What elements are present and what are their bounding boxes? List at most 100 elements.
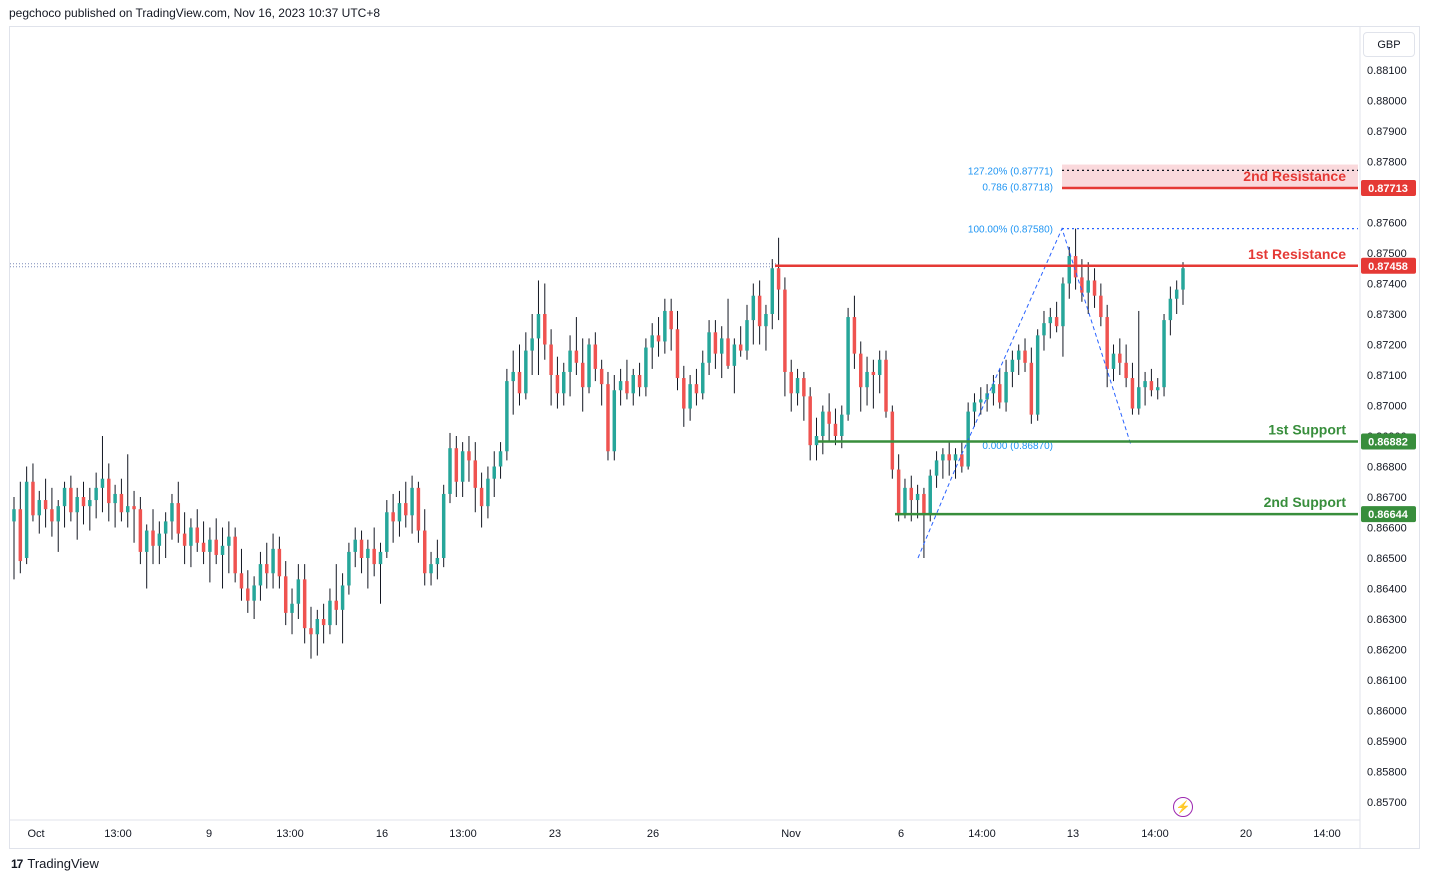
candle — [397, 503, 402, 522]
candle — [422, 530, 427, 574]
candle — [416, 487, 421, 531]
candle — [669, 310, 673, 330]
candle — [1035, 335, 1040, 415]
candle — [827, 411, 831, 424]
y-tick-label: 0.87400 — [1367, 279, 1407, 291]
candle — [227, 536, 231, 546]
candle — [1118, 353, 1122, 363]
candle — [637, 375, 642, 388]
candle — [233, 536, 237, 574]
candle — [757, 295, 762, 327]
y-tick-label: 0.86000 — [1367, 706, 1407, 718]
candle — [24, 481, 29, 558]
lightning-icon[interactable]: ⚡ — [1173, 797, 1193, 817]
candle — [821, 411, 825, 436]
candle — [1130, 378, 1135, 409]
price-tag — [1361, 257, 1416, 274]
candle — [543, 314, 547, 345]
price-tag — [1361, 506, 1416, 523]
candle — [1111, 353, 1116, 369]
candle — [429, 564, 433, 574]
candle — [328, 600, 332, 626]
candle — [246, 588, 250, 601]
fib-label: 0.786 (0.87718) — [982, 183, 1053, 194]
candle — [795, 378, 800, 394]
candle — [732, 344, 737, 366]
candle — [865, 371, 869, 388]
candle — [650, 335, 654, 348]
candle — [1086, 280, 1090, 293]
candle — [296, 579, 301, 604]
candle — [1016, 350, 1021, 360]
candle — [163, 521, 168, 534]
level-name-label: 1st Resistance — [1248, 246, 1346, 262]
candle — [877, 359, 882, 375]
price-tag — [1361, 433, 1416, 450]
candle — [675, 329, 680, 379]
candle — [454, 448, 459, 482]
candle — [1124, 362, 1128, 379]
candle — [991, 384, 996, 394]
candle — [751, 295, 756, 321]
currency-button[interactable]: GBP — [1363, 32, 1415, 57]
candle — [321, 619, 326, 626]
candle — [1048, 317, 1053, 324]
candle — [789, 371, 793, 394]
candle — [176, 503, 181, 534]
candle — [340, 585, 345, 610]
brand-name: TradingView — [27, 856, 99, 871]
candle — [934, 460, 939, 476]
candle — [214, 539, 218, 555]
candle — [277, 548, 282, 577]
tradingview-brand[interactable]: 17 TradingView — [11, 856, 99, 871]
candle — [858, 353, 863, 388]
candle — [486, 478, 490, 507]
candle — [840, 414, 844, 436]
candle — [1054, 317, 1059, 327]
fib-label: 100.00% (0.87580) — [968, 225, 1053, 236]
price-tag-label: 0.87713 — [1368, 183, 1408, 195]
candle — [448, 448, 452, 494]
x-tick-label: 26 — [647, 828, 659, 840]
candle — [1168, 298, 1173, 321]
y-tick-label: 0.86400 — [1367, 584, 1407, 596]
candle — [896, 469, 901, 516]
candle — [1162, 320, 1166, 388]
candle — [783, 289, 787, 372]
candle — [580, 362, 585, 388]
candle — [536, 314, 541, 339]
y-tick-label: 0.86800 — [1367, 462, 1407, 474]
candle — [479, 487, 484, 507]
candle — [631, 375, 635, 394]
candle — [258, 564, 263, 586]
y-tick-label: 0.87000 — [1367, 401, 1407, 413]
y-tick-label: 0.86200 — [1367, 645, 1407, 657]
y-tick-label: 0.86300 — [1367, 614, 1407, 626]
candle — [195, 527, 199, 543]
y-tick-label: 0.87300 — [1367, 309, 1407, 321]
candle — [599, 368, 604, 385]
x-tick-label: 13:00 — [449, 828, 477, 840]
candle — [922, 493, 926, 516]
y-tick-label: 0.85700 — [1367, 797, 1407, 809]
candle — [587, 344, 591, 388]
candle — [1080, 277, 1084, 293]
candle — [492, 466, 496, 479]
candle — [1010, 359, 1015, 372]
candle — [574, 350, 579, 363]
candle — [372, 548, 376, 565]
candle — [435, 558, 440, 565]
candle — [808, 396, 812, 446]
y-tick-label: 0.86500 — [1367, 553, 1407, 565]
candle — [871, 371, 876, 375]
candle — [960, 454, 964, 467]
candle — [517, 371, 522, 394]
candle — [56, 506, 60, 522]
y-tick-label: 0.87800 — [1367, 157, 1407, 169]
candle — [208, 539, 212, 552]
candle — [353, 539, 357, 552]
candle — [81, 497, 86, 507]
x-tick-label: 14:00 — [1313, 828, 1341, 840]
candle — [359, 539, 364, 558]
